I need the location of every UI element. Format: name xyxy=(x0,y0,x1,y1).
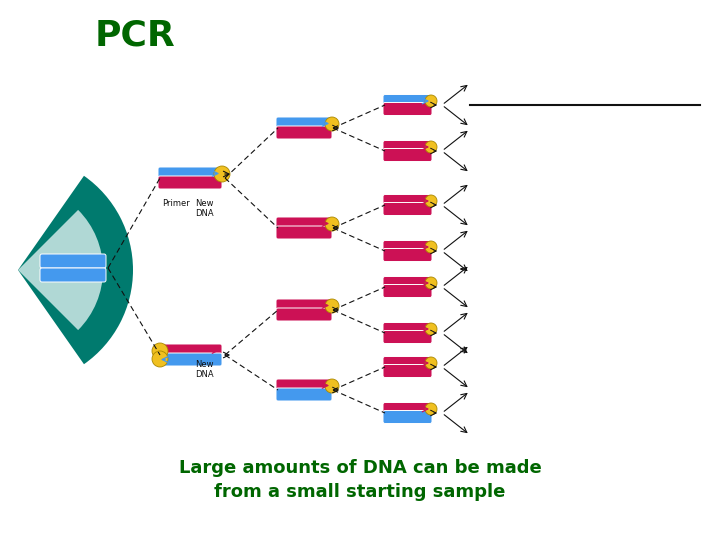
FancyBboxPatch shape xyxy=(383,194,432,207)
FancyBboxPatch shape xyxy=(383,364,432,377)
Wedge shape xyxy=(18,176,133,364)
Wedge shape xyxy=(18,210,103,330)
Circle shape xyxy=(425,357,437,369)
FancyBboxPatch shape xyxy=(276,217,332,230)
FancyBboxPatch shape xyxy=(383,276,432,289)
Circle shape xyxy=(325,299,339,313)
FancyBboxPatch shape xyxy=(383,94,432,107)
Circle shape xyxy=(425,195,437,207)
FancyBboxPatch shape xyxy=(383,202,432,215)
Circle shape xyxy=(152,343,168,359)
FancyBboxPatch shape xyxy=(383,322,432,335)
FancyBboxPatch shape xyxy=(276,299,332,312)
FancyBboxPatch shape xyxy=(276,126,332,139)
FancyBboxPatch shape xyxy=(276,388,332,401)
Text: PCR: PCR xyxy=(95,18,176,52)
FancyBboxPatch shape xyxy=(383,248,432,261)
FancyBboxPatch shape xyxy=(383,148,432,161)
FancyBboxPatch shape xyxy=(40,254,106,268)
Circle shape xyxy=(425,323,437,335)
FancyBboxPatch shape xyxy=(276,117,332,130)
FancyBboxPatch shape xyxy=(158,344,222,357)
FancyBboxPatch shape xyxy=(383,140,432,153)
Circle shape xyxy=(425,403,437,415)
Text: New
DNA: New DNA xyxy=(194,199,213,218)
Circle shape xyxy=(425,141,437,153)
FancyBboxPatch shape xyxy=(276,308,332,321)
Circle shape xyxy=(214,166,230,182)
Circle shape xyxy=(425,95,437,107)
Circle shape xyxy=(325,117,339,131)
FancyBboxPatch shape xyxy=(158,167,222,180)
Circle shape xyxy=(425,277,437,289)
FancyBboxPatch shape xyxy=(383,285,432,298)
Text: Large amounts of DNA can be made: Large amounts of DNA can be made xyxy=(179,459,541,477)
FancyBboxPatch shape xyxy=(383,103,432,116)
FancyBboxPatch shape xyxy=(383,356,432,369)
Circle shape xyxy=(325,217,339,231)
Text: from a small starting sample: from a small starting sample xyxy=(215,483,505,501)
FancyBboxPatch shape xyxy=(383,330,432,343)
FancyBboxPatch shape xyxy=(383,402,432,415)
FancyBboxPatch shape xyxy=(40,268,106,282)
Text: Primer: Primer xyxy=(162,199,190,208)
FancyBboxPatch shape xyxy=(276,379,332,392)
Circle shape xyxy=(152,351,168,367)
Circle shape xyxy=(425,241,437,253)
FancyBboxPatch shape xyxy=(158,353,222,366)
FancyBboxPatch shape xyxy=(158,176,222,189)
FancyBboxPatch shape xyxy=(383,410,432,423)
FancyBboxPatch shape xyxy=(383,240,432,253)
Text: New
DNA: New DNA xyxy=(194,360,213,379)
Circle shape xyxy=(325,379,339,393)
FancyBboxPatch shape xyxy=(276,226,332,239)
